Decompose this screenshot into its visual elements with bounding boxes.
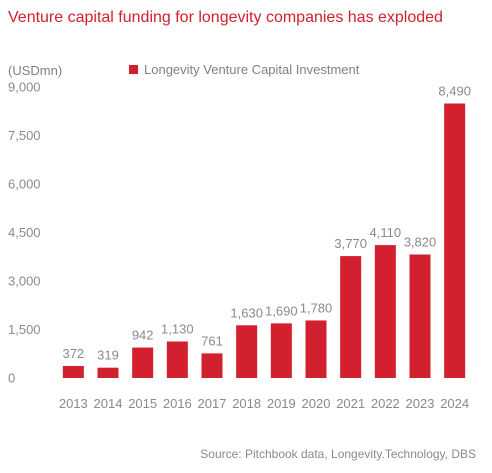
data-label-2013: 372 xyxy=(62,346,84,361)
bar-2013 xyxy=(62,365,84,378)
data-label-2018: 1,630 xyxy=(230,305,263,320)
x-axis-labels: 2013 2014 2015 2016 2017 2018 2019 2020 2021 2022… xyxy=(59,396,469,411)
data-label-2023: 3,820 xyxy=(404,234,437,249)
chart-title: Venture capital funding for longevity co… xyxy=(8,9,443,26)
y-tick-label: 6,000 xyxy=(8,177,41,192)
x-tick-label-2023: 2023 xyxy=(406,396,435,411)
bar-2014 xyxy=(97,367,119,378)
x-tick-label-2019: 2019 xyxy=(267,396,296,411)
bar-2024 xyxy=(444,103,466,379)
bar-2020 xyxy=(305,320,327,378)
data-label-2016: 1,130 xyxy=(161,321,194,336)
y-tick-label: 3,000 xyxy=(8,274,41,289)
x-tick-label-2024: 2024 xyxy=(440,396,469,411)
bars-group xyxy=(62,103,466,379)
bar-2019 xyxy=(270,323,292,378)
y-tick-label: 9,000 xyxy=(8,80,41,95)
y-tick-label: 7,500 xyxy=(8,128,41,143)
x-tick-label-2016: 2016 xyxy=(163,396,192,411)
bar-2022 xyxy=(374,245,396,378)
bar-2017 xyxy=(201,353,223,378)
x-tick-label-2022: 2022 xyxy=(371,396,400,411)
data-label-2014: 319 xyxy=(97,348,119,363)
bar-2021 xyxy=(340,256,362,378)
y-tick-label: 1,500 xyxy=(8,322,41,337)
data-label-2022: 4,110 xyxy=(370,225,402,240)
x-tick-label-2017: 2017 xyxy=(198,396,227,411)
source-note: Source: Pitchbook data, Longevity.Techno… xyxy=(200,447,476,461)
y-axis-unit-label: (USDmn) xyxy=(8,63,62,78)
x-tick-label-2020: 2020 xyxy=(302,396,331,411)
legend-entry-longevity-vc: Longevity Venture Capital Investment xyxy=(144,62,360,77)
data-label-2019: 1,690 xyxy=(265,303,298,318)
data-label-2017: 761 xyxy=(201,333,223,348)
data-label-2021: 3,770 xyxy=(334,236,367,251)
legend-swatch xyxy=(129,65,138,74)
x-tick-label-2015: 2015 xyxy=(128,396,157,411)
data-label-2015: 942 xyxy=(132,328,154,343)
x-tick-label-2013: 2013 xyxy=(59,396,88,411)
data-label-2020: 1,780 xyxy=(300,300,333,315)
y-tick-label: 4,500 xyxy=(8,225,41,240)
x-tick-label-2014: 2014 xyxy=(94,396,123,411)
x-tick-label-2018: 2018 xyxy=(232,396,261,411)
data-label-2024: 8,490 xyxy=(438,83,471,98)
y-tick-label: 0 xyxy=(8,371,15,386)
bar-2018 xyxy=(236,325,258,378)
x-tick-label-2021: 2021 xyxy=(336,396,365,411)
data-labels-group: 372 319 942 1,130 761 1,630 1,690 1,780 3,7704,1… xyxy=(62,83,470,362)
bar-2016 xyxy=(166,341,188,378)
y-axis-ticks: 0 1,500 3,000 4,500 6,000 7,500 9,000 xyxy=(8,80,41,386)
bar-2023 xyxy=(409,254,431,378)
bar-2015 xyxy=(132,347,154,378)
